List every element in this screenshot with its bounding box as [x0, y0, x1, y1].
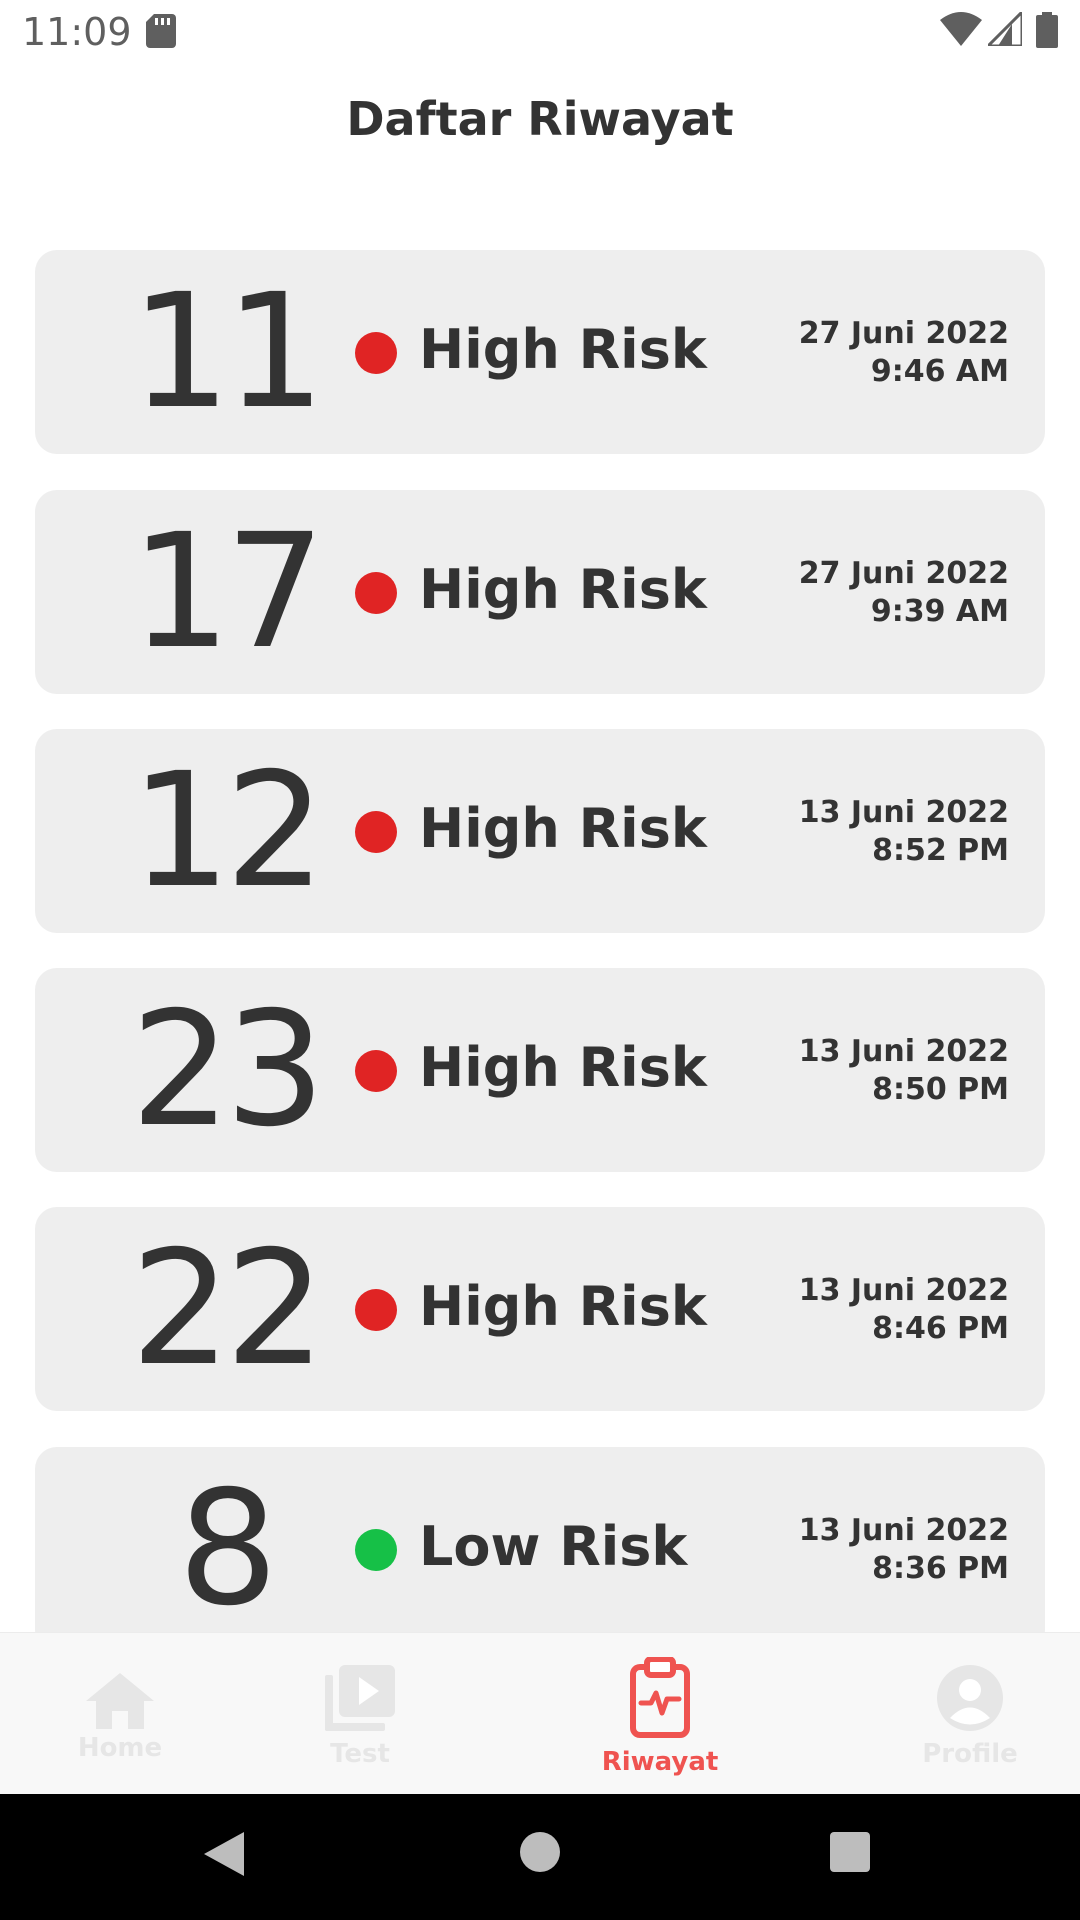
history-time: 8:36 PM [872, 1551, 1009, 1586]
score-value: 12 [130, 739, 325, 923]
history-card[interactable]: 8 Low Risk 13 Juni 2022 8:36 PM [35, 1447, 1045, 1632]
nav-label-riwayat: Riwayat [601, 1747, 719, 1777]
sd-card-icon [146, 14, 176, 48]
nav-item-profile[interactable]: Profile [900, 1633, 1040, 1795]
account-icon [937, 1665, 1003, 1731]
history-list[interactable]: 11 High Risk 27 Juni 2022 9:46 AM 17 Hig… [35, 250, 1045, 1632]
history-date: 13 Juni 2022 [798, 1273, 1009, 1308]
history-time: 8:52 PM [872, 833, 1009, 868]
history-time: 8:50 PM [872, 1072, 1009, 1107]
recents-square-icon[interactable] [830, 1832, 870, 1872]
risk-label: Low Risk [419, 1515, 688, 1578]
history-date: 13 Juni 2022 [798, 795, 1009, 830]
back-icon[interactable] [204, 1832, 244, 1876]
risk-indicator-dot [355, 811, 397, 853]
history-time: 9:46 AM [870, 354, 1009, 389]
history-card[interactable]: 17 High Risk 27 Juni 2022 9:39 AM [35, 490, 1045, 694]
history-time: 8:46 PM [872, 1311, 1009, 1346]
nav-item-home[interactable]: Home [60, 1633, 180, 1795]
risk-indicator-dot [355, 1289, 397, 1331]
risk-label: High Risk [419, 318, 707, 381]
risk-label: High Risk [419, 1275, 707, 1338]
status-bar: 11:09 [0, 0, 1080, 64]
status-time: 11:09 [22, 10, 132, 54]
nav-label-profile: Profile [922, 1739, 1018, 1769]
risk-indicator-dot [355, 1529, 397, 1571]
video-icon [325, 1665, 395, 1731]
risk-label: High Risk [419, 558, 707, 621]
nav-item-test[interactable]: Test [300, 1633, 420, 1795]
score-value: 17 [130, 500, 325, 684]
history-card[interactable]: 11 High Risk 27 Juni 2022 9:46 AM [35, 250, 1045, 454]
risk-indicator-dot [355, 332, 397, 374]
home-icon [86, 1673, 154, 1729]
history-date: 13 Juni 2022 [798, 1513, 1009, 1548]
risk-indicator-dot [355, 1050, 397, 1092]
signal-icon [988, 12, 1022, 46]
wifi-icon [940, 12, 982, 46]
nav-label-test: Test [330, 1739, 390, 1769]
score-value: 11 [130, 260, 325, 444]
bottom-navigation: Home Test Riwayat Profile [0, 1632, 1080, 1795]
risk-label: High Risk [419, 1036, 707, 1099]
history-card[interactable]: 23 High Risk 13 Juni 2022 8:50 PM [35, 968, 1045, 1172]
risk-label: High Risk [419, 797, 707, 860]
history-date: 27 Juni 2022 [798, 316, 1009, 351]
score-value: 23 [130, 978, 325, 1162]
clipboard-pulse-icon [630, 1657, 690, 1738]
history-time: 9:39 AM [870, 594, 1009, 629]
score-value: 8 [177, 1457, 279, 1632]
history-card[interactable]: 22 High Risk 13 Juni 2022 8:46 PM [35, 1207, 1045, 1411]
home-circle-icon[interactable] [520, 1832, 560, 1872]
history-date: 27 Juni 2022 [798, 556, 1009, 591]
system-navigation-bar [0, 1794, 1080, 1920]
risk-indicator-dot [355, 572, 397, 614]
history-card[interactable]: 12 High Risk 13 Juni 2022 8:52 PM [35, 729, 1045, 933]
nav-item-riwayat[interactable]: Riwayat [590, 1633, 730, 1795]
score-value: 22 [130, 1217, 325, 1401]
history-date: 13 Juni 2022 [798, 1034, 1009, 1069]
battery-icon [1036, 12, 1058, 48]
nav-label-home: Home [77, 1733, 163, 1763]
page-title: Daftar Riwayat [346, 92, 734, 146]
